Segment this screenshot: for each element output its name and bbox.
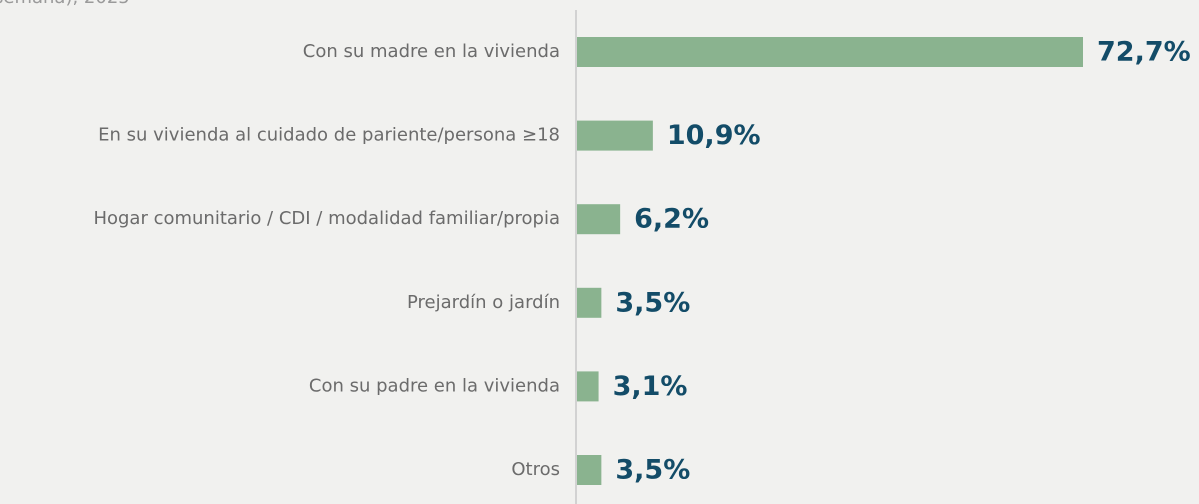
category-label: En su vivienda al cuidado de pariente/pe… [98, 125, 560, 146]
data-label: 72,7% [1097, 37, 1191, 68]
data-label: 3,5% [615, 287, 690, 318]
bar [577, 120, 653, 151]
category-label: Hogar comunitario / CDI / modalidad fami… [93, 208, 560, 229]
bar [577, 37, 1083, 67]
bar [577, 455, 602, 485]
data-label: 3,5% [615, 455, 690, 486]
bar [577, 287, 602, 318]
chart-subtitle: semana), 2025 [0, 0, 130, 8]
data-label: 3,1% [613, 371, 688, 402]
category-label: Con su padre en la vivienda [309, 375, 560, 396]
bar [577, 371, 599, 402]
bar [577, 204, 621, 235]
data-label: 10,9% [667, 120, 761, 151]
category-label: Prejardín o jardín [407, 292, 560, 313]
category-label: Otros [511, 459, 560, 480]
category-label: Con su madre en la vivienda [303, 41, 560, 62]
data-label: 6,2% [634, 204, 709, 235]
